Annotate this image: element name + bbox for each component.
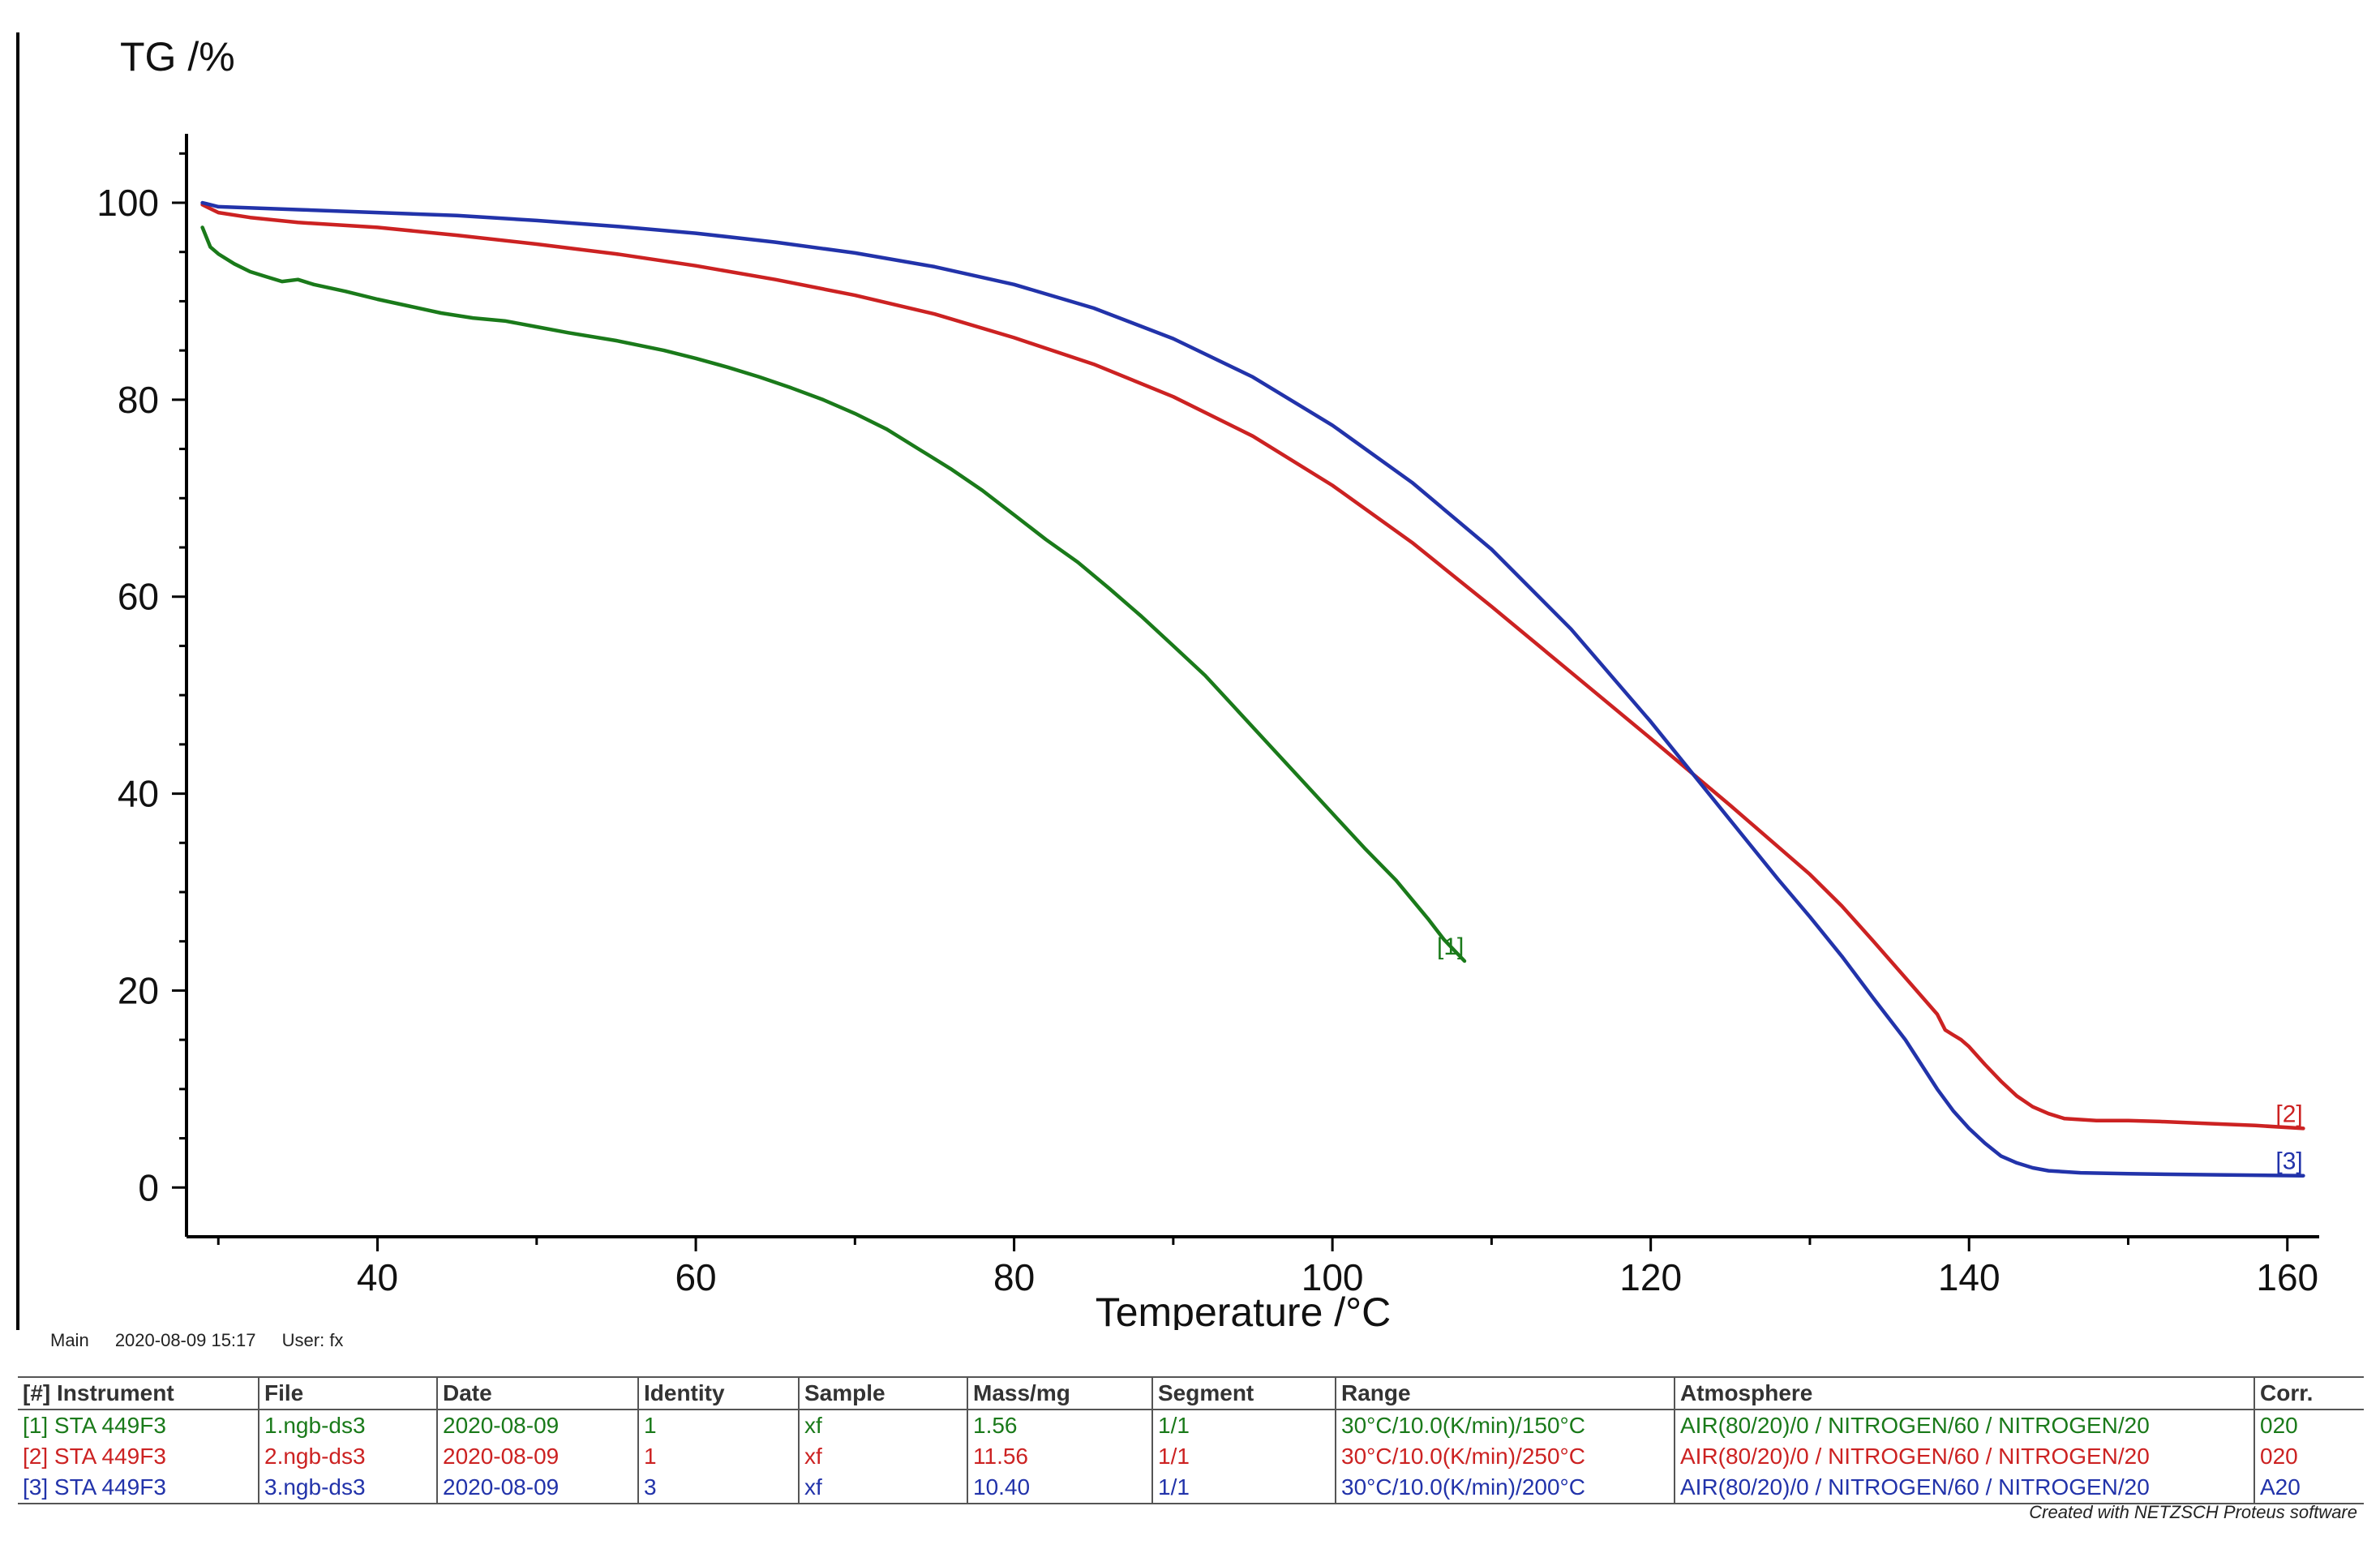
y-tick-label: 60: [118, 576, 159, 618]
timestamp: 2020-08-09 15:17: [114, 1330, 256, 1350]
table-cell: 3.ngb-ds3: [258, 1472, 437, 1504]
table-cell: 1: [637, 1410, 799, 1441]
table-cell: 1: [637, 1441, 799, 1472]
x-tick-label: 140: [1938, 1256, 2000, 1298]
col-header: Date: [436, 1376, 638, 1410]
col-header: Segment: [1151, 1376, 1336, 1410]
table-cell: 020: [2253, 1410, 2364, 1441]
series-line-1: [200, 225, 1467, 963]
sample-info-table: [#] Instrument File Date Identity Sample…: [18, 1376, 2364, 1504]
table-cell: [3] STA 449F3: [18, 1472, 259, 1504]
table-row: [3] STA 449F3 3.ngb-ds3 2020-08-09 3 xf …: [18, 1472, 2364, 1504]
col-header: Identity: [637, 1376, 799, 1410]
table-cell: 30°C/10.0(K/min)/150°C: [1335, 1410, 1675, 1441]
y-tick-label: 80: [118, 379, 159, 421]
y-tick-label: 0: [138, 1166, 159, 1208]
tg-chart: TG /% Temperature /°C 0 20 40 60 80 100 40 60 80…: [16, 32, 2319, 1330]
table-cell: [2] STA 449F3: [23, 1444, 166, 1469]
table-cell: 1/1: [1151, 1441, 1336, 1472]
table-row: [2] STA 449F3 2.ngb-ds3 2020-08-09 1 xf …: [18, 1441, 2364, 1472]
table-cell: 3: [637, 1472, 799, 1504]
y-tick-label: 40: [118, 773, 159, 815]
series-layer: [1] [2] [3]: [200, 200, 2305, 1178]
series-tag-1: [1]: [1437, 933, 1464, 960]
table-cell: xf: [798, 1441, 967, 1472]
table-cell: 1/1: [1151, 1472, 1336, 1504]
table-row: [1] STA 449F3 1.ngb-ds3 2020-08-09 1 xf …: [18, 1410, 2364, 1441]
series-line-3: [200, 200, 2305, 1178]
x-tick-label: 160: [2256, 1256, 2318, 1298]
y-tick-label: 100: [96, 182, 159, 224]
y-tick-label: 20: [118, 969, 159, 1011]
col-header: File: [258, 1376, 437, 1410]
table-cell: 020: [2253, 1441, 2364, 1472]
col-header: Sample: [798, 1376, 967, 1410]
table-cell: 1/1: [1151, 1410, 1336, 1441]
series-tag-3: [3]: [2275, 1148, 2302, 1175]
col-header: Mass/mg: [967, 1376, 1152, 1410]
software-credit: Created with NETZSCH Proteus software: [2029, 1502, 2357, 1522]
table-cell: AIR(80/20)/0 / NITROGEN/60 / NITROGEN/20: [1674, 1441, 2254, 1472]
x-tick-label: 120: [1619, 1256, 1682, 1298]
table-cell: 1.56: [967, 1410, 1152, 1441]
table-cell: AIR(80/20)/0 / NITROGEN/60 / NITROGEN/20: [1674, 1472, 2254, 1504]
series-line-2: [200, 203, 2305, 1131]
table-cell: 30°C/10.0(K/min)/200°C: [1335, 1472, 1675, 1504]
y-axis-title: TG /%: [120, 34, 235, 79]
x-tick-label: 60: [675, 1256, 716, 1298]
series-tag-2: [2]: [2275, 1101, 2302, 1127]
col-header: Corr.: [2253, 1376, 2364, 1410]
table-cell: 2020-08-09: [436, 1472, 638, 1504]
x-tick-label: 80: [993, 1256, 1035, 1298]
user-label: User: fx: [281, 1330, 344, 1350]
table-cell: xf: [798, 1472, 967, 1504]
table-cell: 10.40: [967, 1472, 1152, 1504]
table-cell: 11.56: [967, 1441, 1152, 1472]
table-cell: AIR(80/20)/0 / NITROGEN/60 / NITROGEN/20: [1674, 1410, 2254, 1441]
table-cell: 30°C/10.0(K/min)/250°C: [1335, 1441, 1675, 1472]
table-header-row: [#] Instrument File Date Identity Sample…: [18, 1376, 2364, 1410]
table-cell: 1.ngb-ds3: [258, 1410, 437, 1441]
x-axis-title: Temperature /°C: [1096, 1289, 1392, 1330]
col-header: Range: [1335, 1376, 1675, 1410]
x-tick-label: 100: [1301, 1256, 1364, 1298]
main-label: Main: [50, 1330, 89, 1350]
table-cell: 2020-08-09: [436, 1441, 638, 1472]
table-cell: 2.ngb-ds3: [258, 1441, 437, 1472]
table-cell: 2020-08-09: [436, 1410, 638, 1441]
table-cell: [1] STA 449F3: [23, 1413, 166, 1438]
tick-layer: 0 20 40 60 80 100 40 60 80 100 120 140 160: [96, 152, 2318, 1298]
table-cell: A20: [2253, 1472, 2364, 1504]
meta-bar: Main 2020-08-09 15:17 User: fx: [50, 1330, 364, 1351]
table-cell: xf: [798, 1410, 967, 1441]
col-header: Atmosphere: [1674, 1376, 2254, 1410]
x-tick-label: 40: [357, 1256, 398, 1298]
col-header: [#] Instrument: [18, 1376, 259, 1410]
